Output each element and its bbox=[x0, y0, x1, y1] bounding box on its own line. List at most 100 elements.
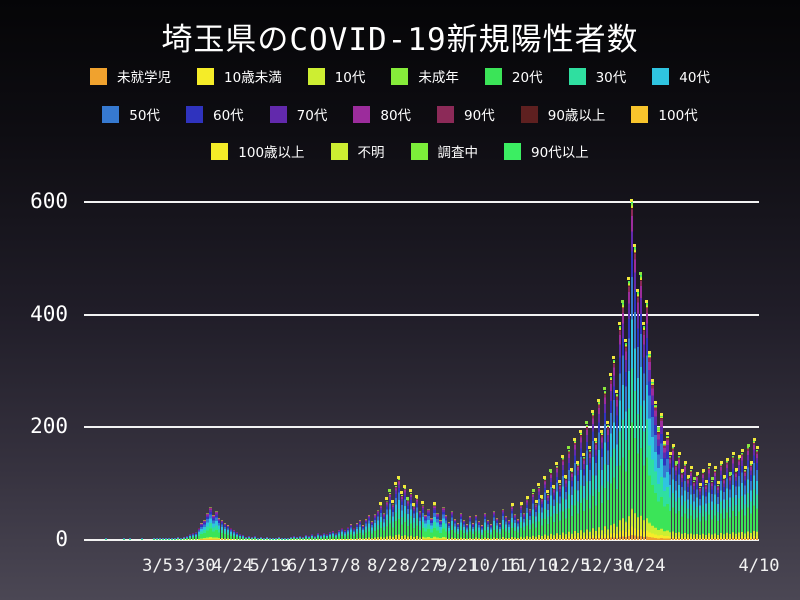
daily-stacked-bar bbox=[161, 538, 164, 540]
bar-top-marker-dot bbox=[686, 474, 690, 478]
legend-swatch-icon bbox=[90, 67, 108, 85]
bar-top-marker-dot bbox=[603, 387, 607, 391]
bar-top-marker-dot bbox=[752, 437, 756, 441]
daily-stacked-bar bbox=[678, 455, 681, 540]
daily-stacked-bar bbox=[433, 505, 436, 540]
daily-stacked-bar bbox=[681, 472, 684, 540]
daily-stacked-bar bbox=[293, 536, 296, 540]
bar-top-marker-dot bbox=[683, 460, 687, 464]
bar-top-marker-dot bbox=[409, 489, 413, 493]
bar-top-marker-dot bbox=[728, 471, 732, 475]
daily-stacked-bar bbox=[343, 530, 346, 540]
daily-stacked-bar bbox=[322, 532, 326, 540]
bar-top-marker-dot bbox=[432, 501, 436, 505]
legend-item-100歳以上: 100歳以上 bbox=[211, 141, 305, 161]
bar-top-marker-dot bbox=[698, 483, 702, 486]
bar-top-marker-dot bbox=[713, 466, 717, 470]
daily-stacked-bar bbox=[224, 523, 227, 540]
bar-top-marker-dot bbox=[594, 437, 598, 441]
daily-stacked-bar bbox=[299, 535, 302, 540]
daily-stacked-bar bbox=[579, 433, 582, 540]
daily-stacked-bar bbox=[454, 518, 457, 540]
legend-label: 100歳以上 bbox=[238, 145, 305, 161]
bar-top-marker-dot bbox=[379, 501, 383, 505]
legend-swatch-icon bbox=[391, 67, 409, 85]
daily-stacked-bar bbox=[514, 514, 517, 540]
bar-top-marker-dot bbox=[606, 421, 610, 424]
bar-top-marker-dot bbox=[665, 432, 669, 436]
daily-stacked-bar bbox=[540, 498, 544, 540]
x-tick-label-5/19: 5/19 bbox=[249, 556, 291, 576]
daily-stacked-bar bbox=[221, 519, 224, 540]
daily-stacked-bar bbox=[281, 538, 284, 540]
daily-stacked-bar bbox=[349, 524, 352, 540]
bar-top-marker-dot bbox=[579, 429, 583, 433]
bar-top-marker-dot bbox=[674, 460, 678, 464]
bar-top-marker-dot bbox=[740, 449, 744, 453]
daily-stacked-bar bbox=[499, 522, 502, 540]
bar-top-marker-dot bbox=[707, 463, 711, 467]
daily-stacked-bar bbox=[505, 516, 508, 540]
daily-stacked-bar bbox=[308, 536, 311, 540]
daily-stacked-bar bbox=[532, 492, 535, 540]
daily-stacked-bar bbox=[194, 531, 197, 540]
daily-stacked-bar bbox=[612, 359, 615, 540]
daily-stacked-bar bbox=[567, 449, 570, 540]
daily-stacked-bar bbox=[535, 503, 538, 540]
bar-top-marker-dot bbox=[564, 474, 568, 478]
daily-stacked-bar bbox=[726, 461, 729, 540]
daily-stacked-bar bbox=[684, 464, 687, 540]
x-tick-label-8/2: 8/2 bbox=[367, 556, 398, 576]
daily-stacked-bar bbox=[397, 479, 400, 540]
bar-top-marker-dot bbox=[600, 429, 604, 433]
bar-top-marker-dot bbox=[642, 322, 646, 326]
daily-stacked-bar bbox=[382, 513, 385, 540]
daily-stacked-bar bbox=[394, 485, 397, 540]
daily-stacked-bar bbox=[729, 475, 732, 540]
bar-top-marker-dot bbox=[695, 471, 699, 475]
x-tick-label-6/13: 6/13 bbox=[287, 556, 328, 576]
legend-swatch-icon bbox=[269, 105, 287, 123]
daily-stacked-bar bbox=[212, 514, 215, 540]
daily-stacked-bar bbox=[561, 458, 564, 540]
bar-top-marker-dot bbox=[645, 299, 648, 303]
bar-top-marker-dot bbox=[650, 378, 654, 382]
daily-stacked-bar bbox=[669, 455, 672, 540]
bar-top-marker-dot bbox=[627, 277, 631, 281]
bar-top-marker-dot bbox=[388, 489, 392, 493]
daily-stacked-bar bbox=[442, 507, 445, 540]
bar-top-marker-dot bbox=[692, 477, 696, 481]
daily-stacked-bar bbox=[633, 247, 636, 540]
bar-top-marker-dot bbox=[400, 491, 404, 495]
y-tick-label-0: 0 bbox=[55, 527, 68, 551]
daily-stacked-bar bbox=[690, 469, 693, 540]
daily-stacked-bar bbox=[233, 530, 236, 540]
daily-stacked-bar bbox=[296, 537, 299, 540]
daily-stacked-bar bbox=[747, 447, 750, 540]
bar-top-marker-dot bbox=[719, 460, 723, 464]
daily-stacked-bar bbox=[215, 510, 218, 540]
daily-stacked-bar bbox=[732, 455, 735, 540]
daily-stacked-bar bbox=[227, 524, 230, 540]
bar-top-marker-dot bbox=[412, 502, 416, 506]
daily-stacked-bar bbox=[606, 424, 609, 540]
x-tick-label-9/21: 9/21 bbox=[437, 556, 478, 576]
daily-stacked-bar bbox=[155, 538, 158, 540]
daily-stacked-bar bbox=[555, 465, 558, 540]
daily-stacked-bar bbox=[585, 424, 588, 540]
daily-stacked-bar bbox=[648, 354, 651, 540]
daily-stacked-bar bbox=[275, 538, 278, 540]
legend-swatch-icon bbox=[504, 142, 522, 160]
daily-stacked-bar bbox=[367, 515, 370, 540]
daily-stacked-bar bbox=[696, 475, 699, 540]
daily-stacked-bar bbox=[302, 536, 305, 540]
legend-item-90代以上: 90代以上 bbox=[504, 141, 589, 161]
legend-item-未就学児: 未就学児 bbox=[90, 66, 171, 86]
daily-stacked-bar bbox=[609, 376, 612, 540]
daily-stacked-bar bbox=[331, 531, 334, 540]
bar-top-marker-dot bbox=[555, 462, 559, 466]
y-tick-label-200: 200 bbox=[30, 414, 68, 439]
bar-top-marker-dot bbox=[749, 460, 753, 464]
bar-top-marker-dot bbox=[588, 446, 592, 450]
daily-stacked-bar bbox=[603, 390, 606, 540]
